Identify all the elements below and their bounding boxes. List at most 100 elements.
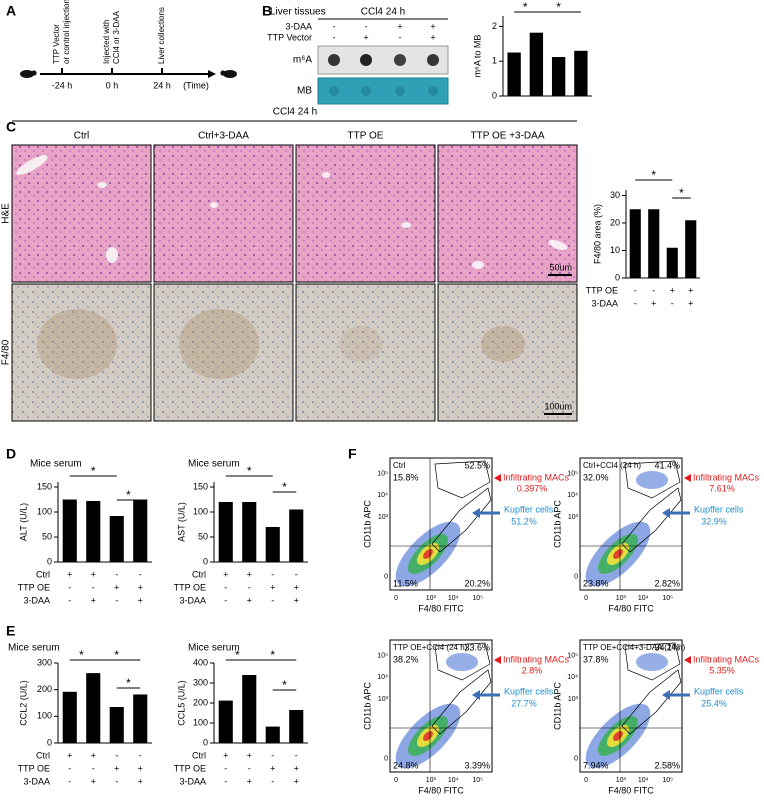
condition-sign: - xyxy=(68,776,71,786)
blot-dot xyxy=(428,86,438,96)
condition-sign: + xyxy=(67,569,72,579)
macs-label: Infiltrating MACs xyxy=(503,472,570,482)
condition-sign: + xyxy=(223,750,228,760)
bar xyxy=(133,694,148,743)
bar xyxy=(666,247,678,278)
bar xyxy=(574,50,588,96)
y-tick-label: 10⁴ xyxy=(377,674,388,681)
y-tick-label: 200 xyxy=(37,684,52,694)
stain-patch xyxy=(179,309,259,379)
y-tick-label: 10⁴ xyxy=(567,674,578,681)
time-label: 0 h xyxy=(106,80,119,90)
macs-percent: 5.35% xyxy=(709,665,735,675)
f480-image xyxy=(437,283,578,422)
x-tick-label: 10⁴ xyxy=(448,595,459,602)
y-axis-label: CD11b APC xyxy=(552,500,562,548)
condition-sign: + xyxy=(294,595,299,605)
scale-bar-label: 100um xyxy=(544,401,572,411)
histology-condition: CCl4 24 h xyxy=(273,107,317,118)
condition-label: TTP OE xyxy=(174,763,206,773)
blot-sign: - xyxy=(333,21,336,31)
y-tick-label: 10⁴ xyxy=(377,492,388,499)
x-tick-label: 10³ xyxy=(616,777,627,784)
x-axis-label: F4/80 FITC xyxy=(608,785,654,795)
y-tick-label: 0 xyxy=(615,272,620,282)
column-label: TTP OE xyxy=(348,131,384,142)
condition-sign: + xyxy=(247,569,252,579)
macs-percent: 7.61% xyxy=(709,483,735,493)
y-tick-label: 10⁴ xyxy=(567,492,578,499)
y-axis-label: F4/80 area (%) xyxy=(592,204,602,264)
blot-dot xyxy=(328,54,340,66)
significance-label: * xyxy=(270,648,275,662)
blot-sign: - xyxy=(399,32,402,42)
x-tick-label: 10³ xyxy=(426,595,437,602)
plot-title: Ctrl xyxy=(393,461,406,470)
gate xyxy=(621,669,682,735)
condition-sign: + xyxy=(223,569,228,579)
blot-sign: + xyxy=(363,32,368,42)
quadrant-percent: 37.8% xyxy=(583,654,609,664)
y-tick-label: 30 xyxy=(610,190,620,200)
kupffer-arrow-head xyxy=(662,508,670,518)
condition-sign: - xyxy=(115,595,118,605)
kupffer-label: Kupffer cells xyxy=(504,504,554,514)
f480-image xyxy=(11,283,152,422)
quadrant-percent: 24.8% xyxy=(393,760,419,770)
plot-title: Ctrl+CCl4 (24 h) xyxy=(583,461,641,470)
condition-sign: - xyxy=(68,582,71,592)
condition-sign: - xyxy=(271,750,274,760)
kupffer-arrow-head xyxy=(662,690,670,700)
f480-image xyxy=(295,283,436,422)
condition-sign: + xyxy=(91,750,96,760)
condition-sign: + xyxy=(91,595,96,605)
quadrant-percent: 2.82% xyxy=(654,578,680,588)
significance-label: * xyxy=(523,0,528,14)
timeline-arrow xyxy=(208,70,216,78)
bar xyxy=(629,209,641,278)
y-tick-label: 100 xyxy=(193,717,208,727)
time-label: 24 h xyxy=(153,80,171,90)
gate xyxy=(621,487,682,553)
y-tick-label: 300 xyxy=(193,677,208,687)
density-level xyxy=(613,549,623,559)
quadrant-percent: 2.58% xyxy=(654,760,680,770)
kupffer-percent: 32.9% xyxy=(701,516,727,526)
significance-label: * xyxy=(247,464,252,478)
condition-label: TTP OE xyxy=(18,582,50,592)
condition-sign: + xyxy=(247,595,252,605)
y-tick-label: 10³ xyxy=(378,514,389,521)
x-tick-label: 0 xyxy=(394,595,398,602)
condition-sign: - xyxy=(92,582,95,592)
panel-label: B xyxy=(262,3,272,19)
quadrant-percent: 33.6% xyxy=(464,642,490,652)
condition-sign: - xyxy=(248,582,251,592)
time-axis-label: (Time) xyxy=(183,80,209,90)
kupffer-label: Kupffer cells xyxy=(694,504,744,514)
x-tick-label: 10⁵ xyxy=(472,595,483,602)
bar xyxy=(648,209,660,278)
panel-label: D xyxy=(6,446,16,462)
condition-sign: - xyxy=(115,569,118,579)
condition-label: Ctrl xyxy=(36,750,50,760)
y-tick-label: 10⁵ xyxy=(377,653,388,660)
x-tick-label: 10⁵ xyxy=(662,595,673,602)
column-label: Ctrl+3-DAA xyxy=(198,131,249,142)
y-tick-label: 10⁵ xyxy=(567,471,578,478)
macs-arrow xyxy=(684,474,691,482)
blot-sign: - xyxy=(333,32,336,42)
chart-title: Mice serum xyxy=(188,459,240,470)
condition-sign: + xyxy=(294,776,299,786)
bar xyxy=(218,502,233,562)
plot-title: TTP OE+CCl4 (24 h) xyxy=(393,643,468,652)
y-axis-label: CCL2 (U/L) xyxy=(18,680,28,726)
condition-label: 3-DAA xyxy=(23,776,50,786)
vessel xyxy=(548,239,568,251)
condition-sign: + xyxy=(91,569,96,579)
y-tick-label: 300 xyxy=(37,657,52,667)
blot-sign: - xyxy=(365,21,368,31)
quadrant-percent: 3.39% xyxy=(464,760,490,770)
blot-title: Liver tissues xyxy=(270,7,326,18)
event-label: CCl4 or 3-DAA xyxy=(112,10,121,64)
